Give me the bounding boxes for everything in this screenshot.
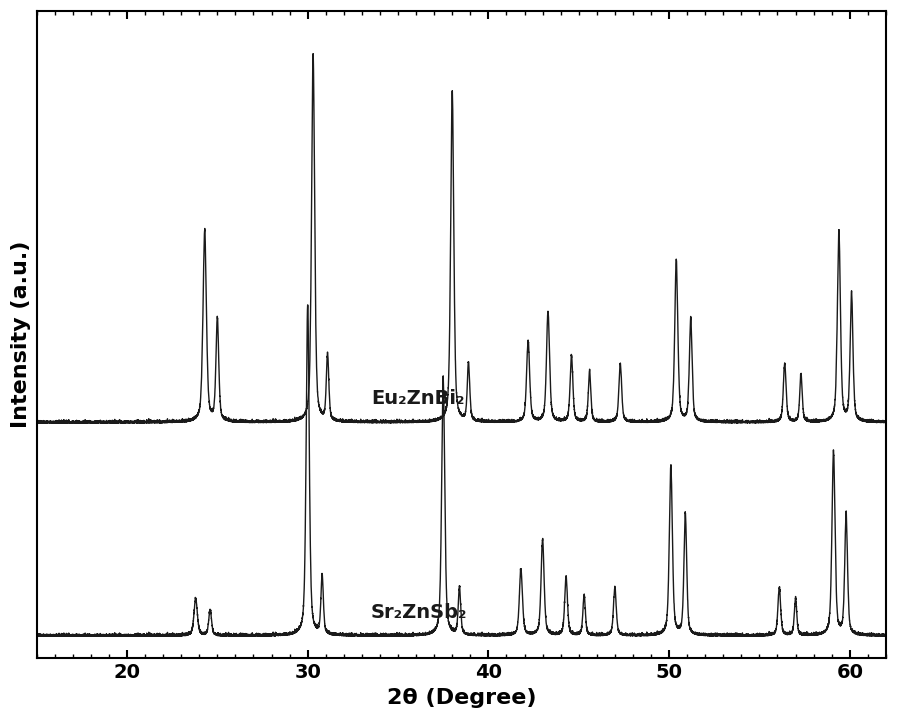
Y-axis label: Intensity (a.u.): Intensity (a.u.) bbox=[11, 241, 31, 429]
Text: Eu₂ZnBi₂: Eu₂ZnBi₂ bbox=[371, 390, 465, 408]
Text: Sr₂ZnSb₂: Sr₂ZnSb₂ bbox=[371, 603, 467, 622]
X-axis label: 2θ (Degree): 2θ (Degree) bbox=[387, 688, 536, 708]
